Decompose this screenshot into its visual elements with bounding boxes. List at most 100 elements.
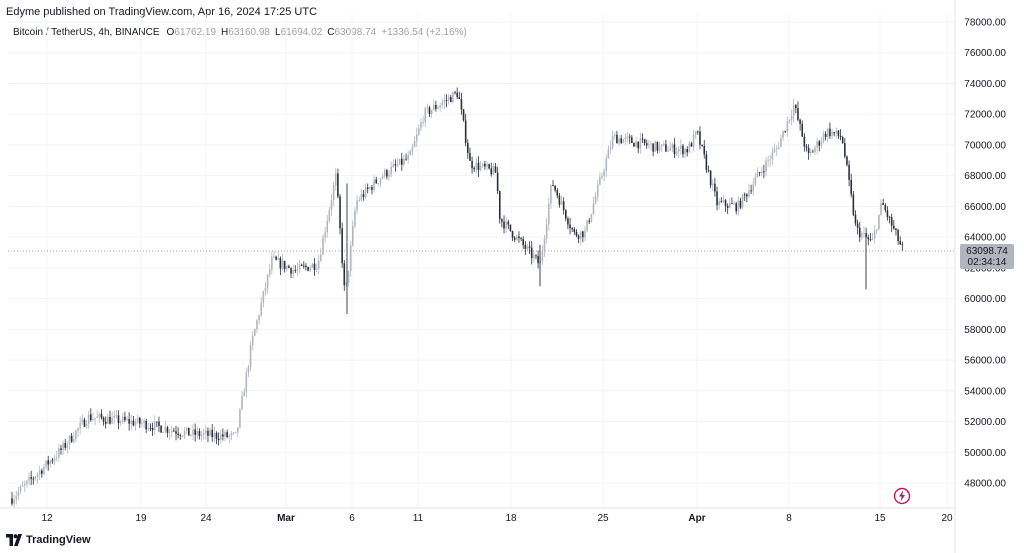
- candle-body: [760, 171, 763, 173]
- candle-body: [498, 191, 501, 220]
- candle-body: [652, 143, 654, 152]
- candle-body: [158, 421, 160, 426]
- candle-body: [98, 413, 101, 417]
- candle-body: [716, 191, 718, 206]
- candle-body: [805, 146, 808, 148]
- candle-body: [633, 142, 635, 147]
- close-value: 63098.74: [334, 27, 377, 38]
- candle-body: [669, 147, 671, 151]
- footer-brand[interactable]: TradingView: [6, 534, 91, 546]
- candle-body: [100, 413, 103, 418]
- candle-body: [398, 158, 401, 165]
- candle-body: [347, 270, 350, 283]
- symbol-title[interactable]: Bitcoin / TetherUS, 4h, BINANCE: [13, 27, 160, 38]
- candle-body: [249, 345, 252, 367]
- lightning-icon[interactable]: [893, 487, 911, 505]
- candle-body: [324, 232, 326, 238]
- candle-body: [328, 209, 331, 221]
- candle-body: [15, 496, 18, 500]
- candle-body: [275, 256, 277, 260]
- candle-body: [288, 266, 290, 268]
- candle-body: [775, 148, 778, 150]
- candle-body: [547, 203, 550, 225]
- candle-body: [882, 203, 884, 205]
- candle-body: [458, 97, 461, 100]
- candle-body: [888, 217, 891, 218]
- candle-body: [812, 151, 814, 153]
- candle-body: [605, 158, 608, 172]
- candle-body: [28, 477, 30, 481]
- candle-body: [637, 141, 640, 149]
- candle-body: [754, 177, 757, 185]
- candle-body: [680, 145, 682, 149]
- candle-body: [219, 434, 222, 440]
- candle-body: [701, 144, 703, 146]
- candle-body: [488, 164, 490, 169]
- time-axis[interactable]: 12 19 24 Mar 6 11 18 25 Apr 8 15 20: [41, 513, 953, 524]
- candle-body: [852, 194, 855, 215]
- candle-body: [47, 460, 50, 465]
- candle-body: [224, 432, 226, 437]
- candle-body: [339, 196, 341, 229]
- candle-body: [588, 220, 591, 222]
- candle-body: [228, 435, 231, 438]
- candle-body: [850, 179, 853, 195]
- candle-body: [217, 438, 220, 440]
- candle-body: [767, 160, 769, 162]
- candle-body: [543, 238, 546, 251]
- y-tick-label: 52000.00: [964, 417, 1006, 428]
- candle-body: [522, 239, 524, 245]
- candle-body: [315, 268, 318, 270]
- candle-body: [545, 224, 548, 239]
- candle-body: [750, 190, 752, 192]
- candle-body: [426, 107, 429, 109]
- candle-body: [567, 218, 569, 225]
- candle-body: [560, 201, 563, 205]
- candle-body: [799, 119, 801, 124]
- candle-body: [183, 431, 186, 436]
- close-key: C: [327, 27, 335, 38]
- candle-body: [650, 143, 652, 145]
- candle-body: [232, 432, 235, 434]
- candle-body: [26, 480, 28, 484]
- candle-body: [694, 131, 697, 135]
- candle-body: [501, 219, 503, 222]
- candle-body: [735, 203, 737, 212]
- candle-body: [622, 139, 625, 143]
- candle-body: [209, 430, 211, 436]
- y-tick-label: 64000.00: [964, 233, 1006, 244]
- candle-body: [705, 154, 708, 170]
- candle-body: [782, 130, 784, 138]
- candle-body: [405, 158, 407, 160]
- candle-body: [341, 228, 343, 264]
- candle-body: [305, 265, 307, 267]
- candle-body: [526, 246, 529, 249]
- candle-body: [565, 210, 567, 219]
- candle-body: [611, 135, 614, 148]
- candle-body: [94, 417, 96, 419]
- candle-body: [358, 199, 360, 201]
- candle-body: [820, 141, 823, 146]
- candle-body: [70, 435, 73, 442]
- candle-body: [396, 164, 399, 166]
- candle-body: [456, 92, 458, 98]
- candle-body: [875, 229, 878, 231]
- candle-body: [596, 184, 599, 197]
- candle-body: [873, 230, 876, 239]
- candle-body: [648, 144, 650, 146]
- candle-body: [360, 194, 363, 200]
- candle-body: [784, 130, 786, 132]
- candle-body: [665, 144, 667, 152]
- candle-body: [21, 485, 24, 487]
- y-tick-label: 66000.00: [964, 202, 1006, 213]
- candle-body: [345, 282, 348, 286]
- candle-body: [454, 92, 456, 94]
- candle-body: [60, 448, 62, 451]
- candle-body: [343, 263, 346, 286]
- candle-body: [594, 196, 597, 204]
- candle-body: [45, 460, 47, 467]
- candle-body: [643, 139, 646, 144]
- candle-body: [824, 133, 827, 137]
- candle-body: [375, 179, 378, 184]
